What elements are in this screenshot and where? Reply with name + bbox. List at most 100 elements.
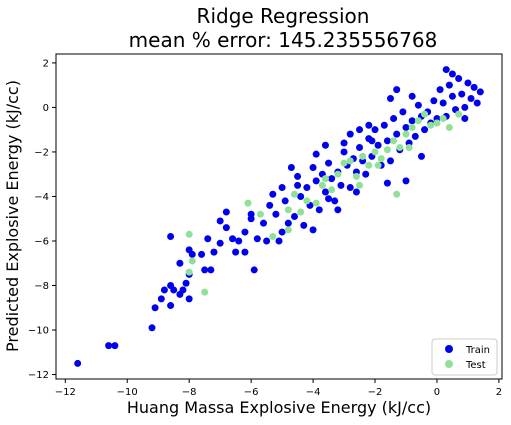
train-point bbox=[393, 130, 401, 138]
train-point bbox=[408, 117, 416, 125]
y-tick-label: 2 bbox=[43, 58, 49, 69]
test-point bbox=[340, 159, 348, 167]
x-tick-label: 2 bbox=[496, 387, 502, 398]
train-point bbox=[461, 103, 469, 111]
plot-area bbox=[55, 53, 503, 380]
train-point bbox=[383, 179, 391, 187]
train-point bbox=[294, 172, 302, 180]
test-point bbox=[371, 148, 379, 156]
train-point bbox=[393, 86, 401, 94]
test-point bbox=[269, 233, 277, 241]
test-point bbox=[321, 175, 329, 183]
train-point bbox=[275, 237, 283, 245]
test-point bbox=[359, 152, 367, 160]
test-point bbox=[352, 172, 360, 180]
test-point bbox=[201, 288, 209, 296]
train-point bbox=[309, 226, 317, 234]
train-point bbox=[383, 137, 391, 145]
train-point bbox=[297, 192, 305, 200]
train-point bbox=[281, 197, 289, 205]
legend-marker-train bbox=[445, 345, 453, 353]
train-point bbox=[402, 123, 410, 131]
train-point bbox=[470, 83, 478, 91]
test-point bbox=[185, 230, 193, 238]
train-point bbox=[368, 137, 376, 145]
x-tick-label: 0 bbox=[434, 387, 440, 398]
chart-title: Ridge Regression bbox=[197, 4, 370, 28]
train-point bbox=[176, 259, 184, 267]
train-point bbox=[421, 126, 429, 134]
test-point bbox=[445, 123, 453, 131]
test-point bbox=[334, 170, 342, 178]
y-tick-label: −10 bbox=[28, 326, 49, 337]
train-point bbox=[185, 295, 193, 303]
train-point bbox=[356, 126, 364, 134]
test-point bbox=[188, 257, 196, 265]
x-tick-label: −6 bbox=[244, 387, 259, 398]
train-point bbox=[464, 79, 472, 87]
train-point bbox=[371, 126, 379, 134]
train-point bbox=[315, 206, 323, 214]
test-point bbox=[346, 157, 354, 165]
legend: Train Test bbox=[431, 338, 498, 376]
y-tick-label: −12 bbox=[28, 370, 49, 381]
train-point bbox=[263, 237, 271, 245]
y-tick-label: 0 bbox=[43, 103, 49, 114]
train-point bbox=[455, 74, 463, 82]
test-point bbox=[393, 190, 401, 198]
train-point bbox=[458, 90, 466, 98]
train-point bbox=[216, 217, 224, 225]
y-axis-label: Predicted Explosive Energy (kJ/cc) bbox=[3, 80, 22, 352]
test-point bbox=[402, 130, 410, 138]
train-point bbox=[290, 213, 298, 220]
train-point bbox=[287, 164, 295, 172]
y-tick-label: −6 bbox=[34, 236, 49, 247]
train-point bbox=[321, 141, 329, 149]
train-point bbox=[390, 115, 398, 123]
train-point bbox=[436, 86, 444, 94]
train-point bbox=[269, 190, 277, 198]
train-point bbox=[340, 139, 348, 147]
points-layer bbox=[74, 66, 484, 367]
train-point bbox=[167, 302, 175, 310]
test-point bbox=[284, 206, 292, 214]
train-point bbox=[272, 210, 280, 218]
test-point bbox=[290, 190, 298, 198]
test-point bbox=[408, 123, 416, 131]
train-point bbox=[253, 235, 261, 243]
train-point bbox=[303, 184, 311, 192]
train-point bbox=[312, 150, 320, 158]
train-point bbox=[362, 170, 370, 178]
train-point bbox=[74, 359, 82, 367]
test-point bbox=[185, 268, 193, 276]
train-point bbox=[346, 184, 354, 192]
x-tick-label: −2 bbox=[368, 387, 383, 398]
train-point bbox=[325, 159, 333, 167]
train-point bbox=[157, 295, 165, 303]
train-point bbox=[266, 201, 274, 209]
test-point bbox=[383, 146, 391, 154]
train-point bbox=[312, 177, 320, 185]
train-point bbox=[207, 266, 215, 274]
train-point bbox=[167, 233, 175, 241]
test-point bbox=[374, 161, 382, 169]
axes-layer: −12 −10 −8 −6 −4 −2 0 2 −12 −10 −8 −6 −4 −2 0 2 bbox=[28, 58, 502, 398]
train-point bbox=[340, 148, 348, 156]
train-point bbox=[148, 324, 156, 332]
test-point bbox=[377, 155, 385, 163]
train-point bbox=[430, 97, 438, 105]
train-point bbox=[402, 177, 410, 185]
train-point bbox=[467, 95, 475, 103]
train-point bbox=[445, 81, 453, 89]
train-point bbox=[222, 224, 230, 232]
train-point bbox=[365, 121, 373, 129]
train-point bbox=[250, 266, 258, 274]
train-point bbox=[170, 286, 178, 294]
train-point bbox=[352, 188, 360, 196]
train-point bbox=[284, 219, 292, 227]
train-point bbox=[278, 228, 286, 236]
chart-subtitle: mean % error: 145.235556768 bbox=[129, 28, 438, 52]
train-point bbox=[328, 175, 336, 183]
